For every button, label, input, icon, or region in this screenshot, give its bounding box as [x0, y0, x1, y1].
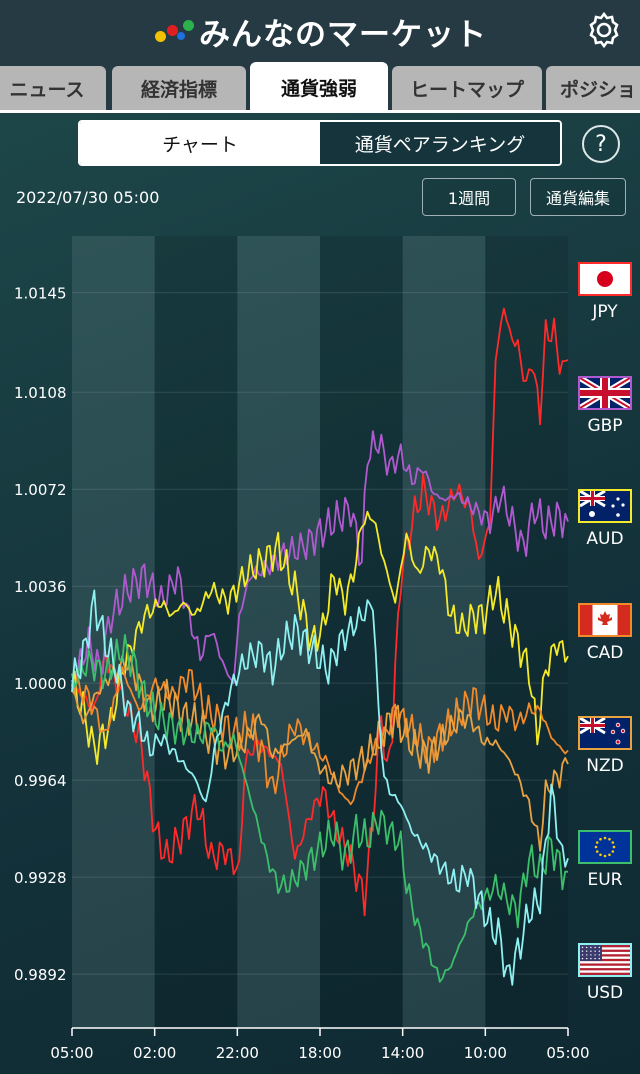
x-tick-label: 05:00	[50, 1044, 93, 1062]
series-line-eur	[71, 634, 569, 983]
x-tick-label: 02:00	[133, 1044, 176, 1062]
logo-icon	[153, 18, 195, 44]
legend-label: NZD	[586, 756, 624, 776]
chart-band	[402, 236, 486, 1028]
legend-label: EUR	[587, 869, 623, 890]
legend-item-nzd[interactable]: NZD	[576, 716, 634, 776]
period-button[interactable]: 1週間	[422, 178, 516, 216]
y-tick-label: 0.9892	[14, 966, 67, 984]
app-header: みんなのマーケット	[0, 0, 640, 62]
ranking-toggle-button[interactable]: 通貨ペアランキング	[320, 122, 560, 164]
y-tick-label: 1.0000	[14, 675, 67, 693]
flag-nzd-icon	[578, 716, 632, 750]
series-line-aud	[71, 510, 569, 765]
tab-news[interactable]: ニュース	[0, 66, 106, 110]
series-line-gbp	[71, 430, 569, 689]
view-toggle: チャート 通貨ペアランキング	[78, 120, 562, 166]
flag-aud-icon	[578, 489, 632, 523]
series-line-cad	[71, 666, 569, 806]
legend-label: USD	[586, 983, 624, 1003]
x-tick-label: 22:00	[216, 1044, 259, 1062]
flag-jpy-icon	[578, 262, 632, 296]
currency-strength-chart: 1.0145 1.0108 1.0072 1.0036 1.0000 0.9964 0.99…	[14, 236, 590, 1062]
tab-bar: ニュース 経済指標 通貨強弱 ヒートマップ ポジショ	[0, 62, 640, 112]
x-tick-label: 18:00	[298, 1044, 341, 1062]
legend-label: GBP	[587, 415, 623, 436]
app-title: みんなのマーケット	[199, 16, 487, 53]
chart-band	[154, 236, 238, 1028]
legend-label: AUD	[586, 529, 624, 549]
tab-heatmap[interactable]: ヒートマップ	[392, 66, 542, 110]
flag-gbp-icon	[578, 375, 632, 410]
y-tick-label: 0.9928	[14, 869, 67, 887]
legend-item-gbp[interactable]: GBP	[576, 375, 634, 436]
y-tick-label: 1.0108	[14, 384, 67, 402]
edit-currencies-button[interactable]: 通貨編集	[530, 178, 626, 216]
tab-currency-strength[interactable]: 通貨強弱	[250, 62, 388, 112]
help-button[interactable]: ?	[582, 125, 620, 163]
legend-label: CAD	[586, 642, 624, 663]
legend-item-cad[interactable]: CAD	[576, 602, 634, 663]
y-tick-label: 0.9964	[14, 772, 67, 790]
chart-band	[320, 236, 403, 1028]
legend-item-aud[interactable]: AUD	[576, 489, 634, 549]
series-line-jpy	[71, 307, 569, 917]
tab-position[interactable]: ポジショ	[546, 66, 640, 110]
x-tick-label: 14:00	[381, 1044, 424, 1062]
gear-icon[interactable]	[582, 8, 626, 52]
flag-cad-icon	[578, 602, 632, 637]
tab-underline	[0, 110, 640, 113]
legend-label: JPY	[592, 302, 618, 322]
y-tick-label: 1.0072	[14, 481, 67, 499]
legend-item-usd[interactable]: USD	[576, 943, 634, 1003]
series-line-usd	[71, 589, 569, 986]
tab-indicators[interactable]: 経済指標	[112, 66, 246, 110]
chart-date: 2022/07/30 05:00	[16, 188, 160, 207]
x-tick-label: 05:00	[546, 1044, 589, 1062]
chart-toggle-button[interactable]: チャート	[80, 122, 320, 164]
legend-item-jpy[interactable]: JPY	[576, 262, 634, 322]
legend-item-eur[interactable]: EUR	[576, 829, 634, 890]
flag-usd-icon	[578, 943, 632, 977]
flag-eur-icon	[578, 829, 632, 864]
y-tick-label: 1.0145	[14, 285, 67, 303]
y-tick-label: 1.0036	[14, 578, 67, 596]
x-tick-label: 10:00	[464, 1044, 507, 1062]
